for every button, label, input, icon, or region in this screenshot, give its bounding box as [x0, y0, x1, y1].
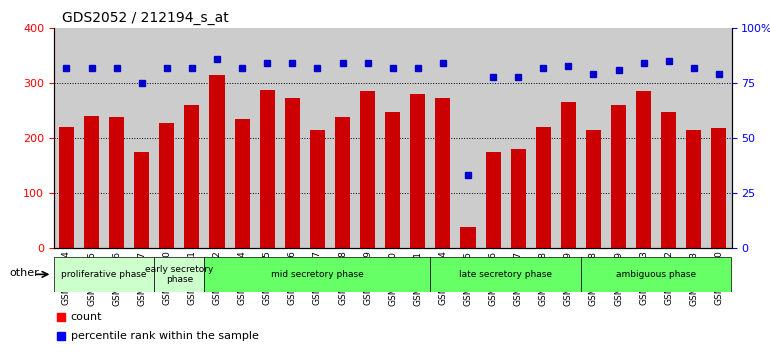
- Bar: [259, 90, 275, 248]
- Bar: [586, 130, 601, 248]
- Bar: [435, 98, 450, 248]
- Bar: [134, 152, 149, 248]
- Text: count: count: [71, 312, 102, 322]
- Bar: [310, 130, 325, 248]
- Text: percentile rank within the sample: percentile rank within the sample: [71, 331, 259, 341]
- Text: early secretory
phase: early secretory phase: [146, 265, 213, 284]
- Bar: [561, 102, 576, 248]
- Bar: [235, 119, 249, 248]
- Bar: [285, 98, 300, 248]
- Bar: [611, 105, 626, 248]
- Bar: [486, 152, 500, 248]
- Bar: [711, 128, 726, 248]
- Bar: [360, 91, 375, 248]
- Bar: [636, 91, 651, 248]
- FancyBboxPatch shape: [430, 257, 581, 292]
- Bar: [661, 112, 676, 248]
- FancyBboxPatch shape: [54, 257, 154, 292]
- Bar: [109, 117, 124, 248]
- Bar: [511, 149, 526, 248]
- Bar: [686, 130, 701, 248]
- Bar: [59, 127, 74, 248]
- Bar: [536, 127, 551, 248]
- Bar: [410, 93, 425, 248]
- Bar: [184, 105, 199, 248]
- Bar: [209, 75, 225, 248]
- Text: other: other: [9, 268, 39, 278]
- Text: GDS2052 / 212194_s_at: GDS2052 / 212194_s_at: [62, 11, 229, 25]
- Bar: [385, 112, 400, 248]
- FancyBboxPatch shape: [205, 257, 430, 292]
- FancyBboxPatch shape: [154, 257, 205, 292]
- Bar: [84, 116, 99, 248]
- Bar: [335, 117, 350, 248]
- Bar: [460, 227, 476, 248]
- Bar: [159, 123, 174, 248]
- Text: ambiguous phase: ambiguous phase: [616, 270, 696, 279]
- Text: mid secretory phase: mid secretory phase: [271, 270, 363, 279]
- Text: proliferative phase: proliferative phase: [62, 270, 147, 279]
- Text: late secretory phase: late secretory phase: [459, 270, 552, 279]
- FancyBboxPatch shape: [581, 257, 732, 292]
